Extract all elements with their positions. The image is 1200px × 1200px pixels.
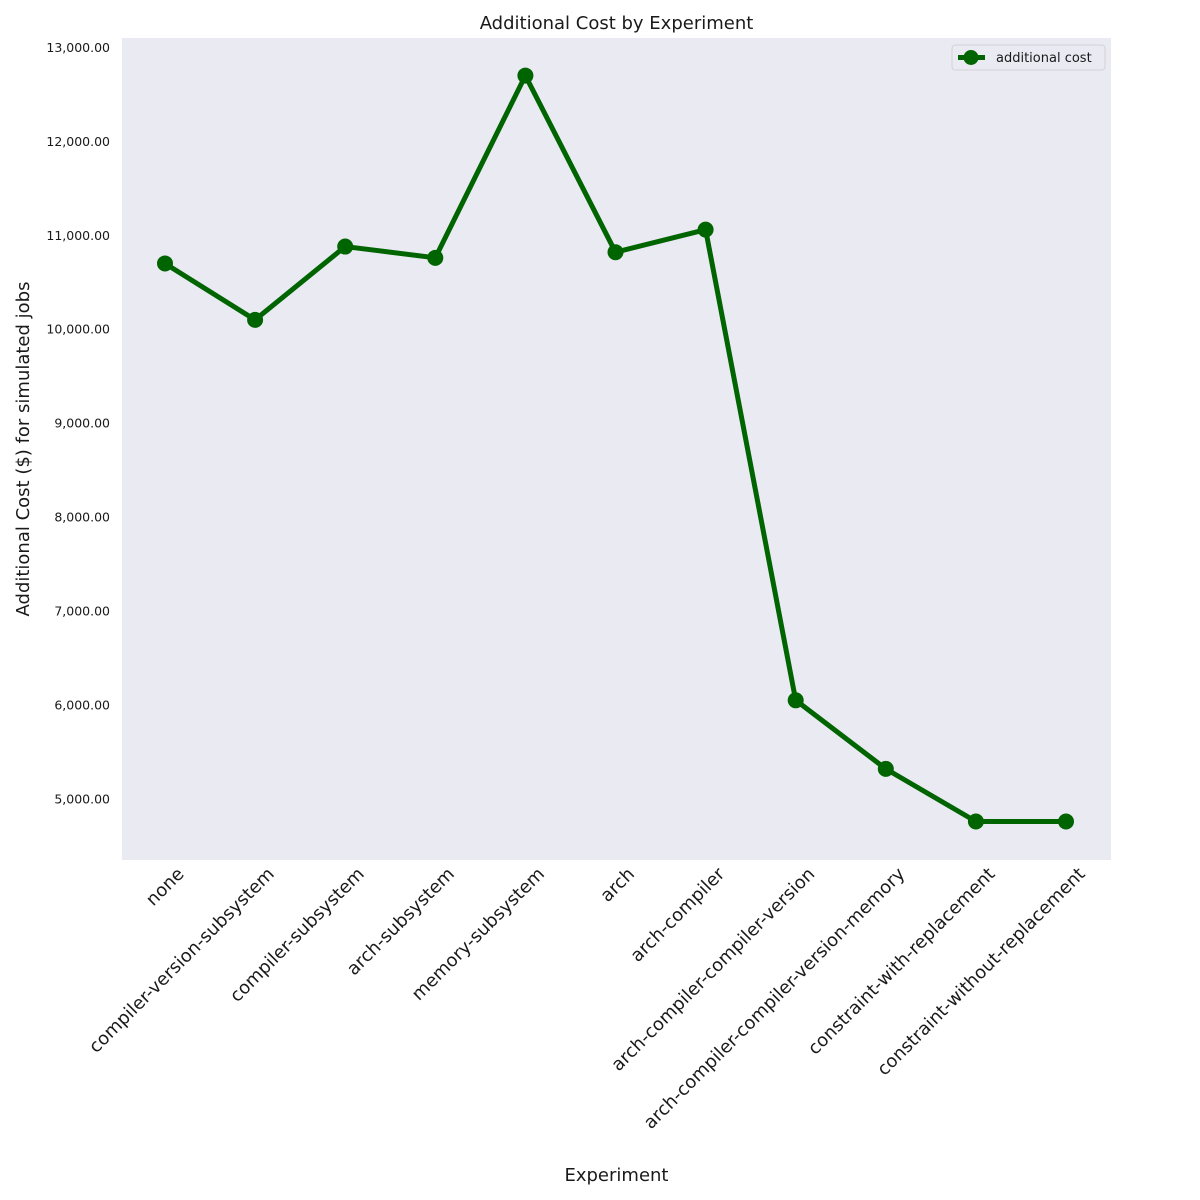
y-tick-label: 7,000.00 [54,604,110,619]
y-tick-label: 13,000.00 [46,40,110,55]
y-tick-label: 6,000.00 [54,697,110,712]
legend-entry-label: additional cost [996,51,1092,66]
plot-area [122,38,1111,860]
data-point [517,67,534,84]
y-axis-ticks: 5,000.00 6,000.00 7,000.00 8,000.00 9,000.00… [46,40,110,807]
series-group [157,67,1074,830]
y-tick-label: 5,000.00 [54,791,110,806]
data-point [157,255,173,272]
y-tick-label: 11,000.00 [46,228,110,243]
y-tick-label: 8,000.00 [54,510,110,525]
data-point [337,238,354,255]
legend-marker-swatch [963,50,979,65]
x-tick-label: none [142,864,189,911]
x-tick-label: compiler-version-subsystem [85,864,279,1058]
data-point [607,244,624,261]
data-point [877,760,894,777]
data-point [247,311,264,328]
y-axis-label: Additional Cost ($) for simulated jobs [13,282,34,617]
x-axis-ticks: nonecompiler-version-subsystemcompiler-s… [85,863,1090,1133]
data-point [1058,813,1074,830]
data-point [427,249,444,266]
x-axis-label: Experiment [564,1165,668,1186]
y-tick-label: 12,000.00 [46,134,110,149]
x-tick-label: arch [596,864,639,907]
data-point [967,813,984,830]
x-tick-label: constraint-with-replacement [804,864,999,1059]
y-tick-label: 9,000.00 [54,416,110,431]
legend-box [951,44,1106,71]
legend: additional cost [951,44,1106,71]
y-tick-label: 10,000.00 [46,322,110,337]
data-point [697,221,714,238]
chart-title: Additional Cost by Experiment [480,13,754,34]
data-point [787,692,804,709]
x-tick-label: arch-compiler [626,863,729,966]
